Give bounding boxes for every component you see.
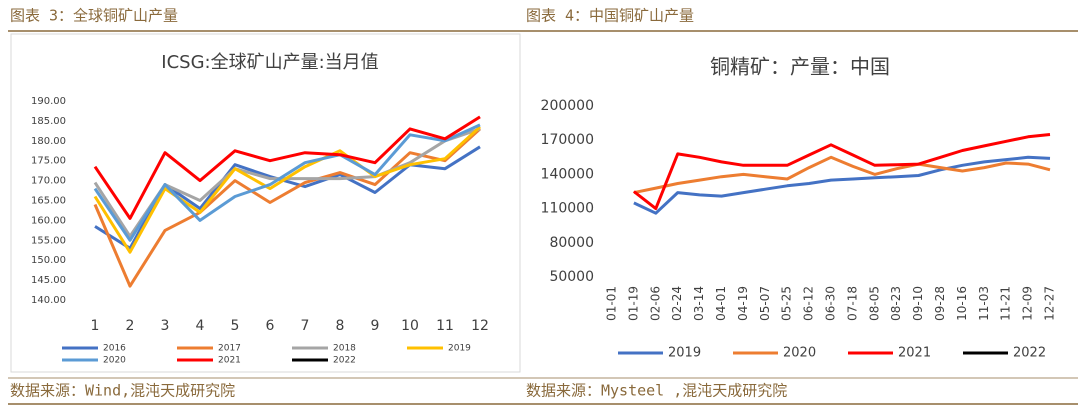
y-tick-label: 80000 [549, 235, 594, 251]
legend-label: 2016 [103, 344, 126, 354]
legend-label: 2018 [333, 344, 356, 354]
x-tick-label: 1 [91, 318, 100, 334]
series-line [93, 123, 481, 242]
y-tick-label: 180.00 [31, 136, 66, 147]
y-tick-label: 165.00 [31, 196, 66, 207]
x-tick-label: 02-06 [648, 286, 662, 321]
series-line [93, 127, 482, 288]
x-tick-label: 8 [336, 318, 345, 334]
x-tick-label: 01-01 [604, 286, 618, 321]
legend-label: 2021 [898, 346, 931, 361]
source-note: 数据来源：Wind,混沌天成研究院 [10, 382, 235, 400]
y-tick-label: 150.00 [31, 255, 66, 266]
x-tick-label: 04-01 [714, 286, 728, 321]
x-tick-label: 05-25 [780, 286, 794, 321]
chart-title: 铜精矿：产量：中国 [710, 55, 890, 79]
y-tick-label: 160.00 [31, 215, 66, 226]
legend-label: 2019 [448, 344, 471, 354]
x-tick-label: 03-14 [692, 286, 706, 321]
source-note: 数据来源：Mysteel ,混沌天成研究院 [526, 382, 787, 400]
x-tick-label: 11-03 [977, 286, 991, 321]
legend-label: 2019 [668, 346, 701, 361]
x-tick-label: 08-23 [889, 286, 903, 321]
chart-frame [10, 33, 521, 373]
series-line [633, 155, 1051, 195]
x-tick-label: 10 [401, 318, 419, 334]
y-tick-label: 145.00 [31, 275, 66, 286]
legend-label: 2022 [333, 356, 356, 366]
x-tick-label: 07-18 [845, 286, 859, 321]
x-tick-label: 01-19 [626, 286, 640, 321]
legend-label: 2020 [103, 356, 126, 366]
x-tick-label: 10-16 [955, 286, 969, 321]
series-line [632, 133, 1051, 211]
x-tick-label: 09-10 [911, 286, 925, 321]
legend-label: 2020 [783, 346, 816, 361]
x-tick-label: 12-09 [1021, 286, 1035, 321]
x-tick-label: 5 [231, 318, 240, 334]
y-tick-label: 140.00 [31, 295, 66, 306]
chart-title: ICSG:全球矿山产量:当月值 [161, 52, 378, 73]
x-tick-label: 6 [266, 318, 275, 334]
x-tick-label: 09-28 [933, 286, 947, 321]
y-tick-label: 175.00 [31, 156, 66, 167]
y-tick-label: 170.00 [31, 176, 66, 187]
x-tick-label: 9 [371, 318, 380, 334]
series-line [93, 125, 482, 254]
x-tick-label: 08-05 [867, 286, 881, 321]
y-tick-label: 110000 [541, 201, 594, 217]
legend-label: 2021 [218, 356, 241, 366]
x-tick-label: 11 [436, 318, 454, 334]
x-tick-label: 11-21 [999, 286, 1013, 321]
series-line [93, 115, 481, 220]
y-tick-label: 170000 [541, 132, 594, 148]
x-tick-label: 06-12 [802, 286, 816, 321]
x-tick-label: 12-27 [1043, 286, 1057, 321]
x-tick-label: 7 [301, 318, 310, 334]
x-tick-label: 2 [126, 318, 135, 334]
legend-label: 2017 [218, 344, 241, 354]
y-tick-label: 190.00 [31, 96, 66, 107]
figure-caption: 图表 3：全球铜矿山产量 [10, 7, 178, 25]
legend-label: 2022 [1013, 346, 1046, 361]
y-tick-label: 50000 [549, 269, 594, 285]
series-line [633, 155, 1051, 215]
y-tick-label: 200000 [541, 98, 594, 114]
x-tick-label: 05-07 [758, 286, 772, 321]
x-tick-label: 4 [196, 318, 205, 334]
figure-caption: 图表 4：中国铜矿山产量 [526, 7, 694, 25]
x-tick-label: 04-19 [736, 286, 750, 321]
x-tick-label: 06-30 [824, 286, 838, 321]
y-tick-label: 140000 [541, 166, 594, 182]
x-tick-label: 12 [471, 318, 489, 334]
y-tick-label: 185.00 [31, 116, 66, 127]
y-tick-label: 155.00 [31, 235, 66, 246]
x-tick-label: 3 [161, 318, 170, 334]
x-tick-label: 02-24 [670, 286, 684, 321]
